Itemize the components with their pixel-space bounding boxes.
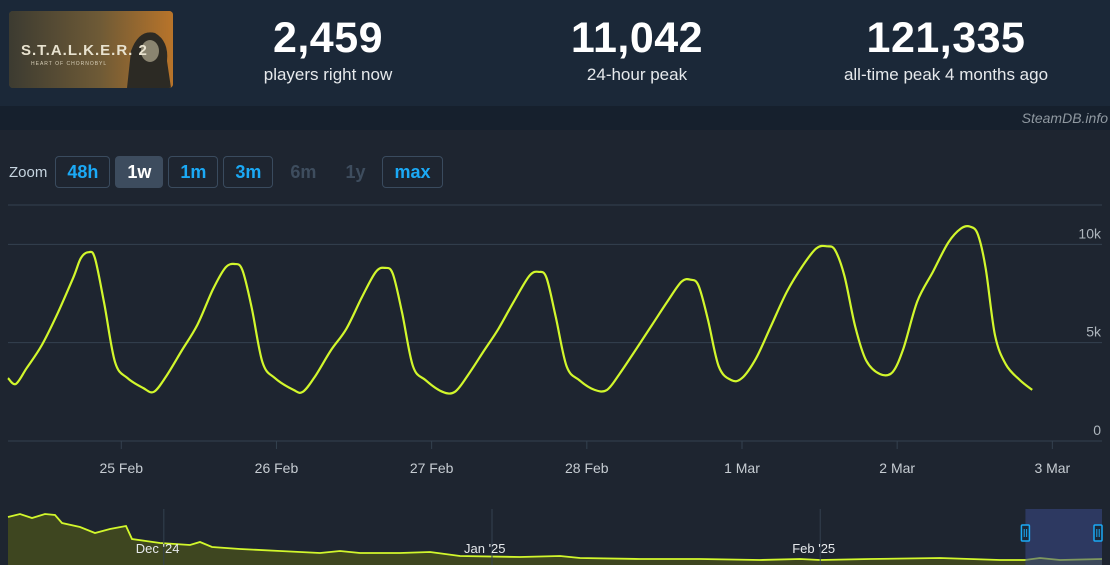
- peak-24h-stat: 11,042 24-hour peak: [487, 14, 787, 86]
- navigator-label: Feb '25: [792, 541, 835, 556]
- peak-24h-value: 11,042: [570, 14, 704, 62]
- navigator-labels: Dec '24 Jan '25 Feb '25: [136, 509, 835, 565]
- chart-panel: [0, 130, 1110, 565]
- zoom-controls: Zoom 48h 1w 1m 3m 6m 1y max: [9, 155, 448, 189]
- x-axis-labels: 25 Feb 26 Feb 27 Feb 28 Feb 1 Mar 2 Mar 3 Mar: [99, 441, 1071, 476]
- x-tick-label: 25 Feb: [99, 460, 143, 476]
- y-tick-label: 10k: [1078, 225, 1102, 241]
- peak-24h-label: 24-hour peak: [586, 65, 688, 84]
- zoom-1w-button[interactable]: 1w: [115, 156, 164, 188]
- x-tick-label: 28 Feb: [565, 460, 609, 476]
- player-count-chart[interactable]: 0 5k 10k 25 Feb 26 Feb 27 Feb 28 Feb 1 Mar 2 Ma…: [0, 195, 1110, 485]
- zoom-48h-button[interactable]: 48h: [55, 156, 111, 188]
- zoom-1m-button[interactable]: 1m: [168, 156, 219, 188]
- x-tick-label: 2 Mar: [879, 460, 915, 476]
- game-thumbnail[interactable]: S.T.A.L.K.E.R. 2 HEART OF CHORNOBYL: [9, 11, 173, 88]
- navigator-label: Dec '24: [136, 541, 180, 556]
- zoom-label: Zoom: [9, 163, 48, 181]
- players-now-label: players right now: [263, 65, 393, 84]
- range-navigator[interactable]: Dec '24 Jan '25 Feb '25: [0, 509, 1110, 565]
- divider-band: [0, 106, 1110, 130]
- navigator-left-handle[interactable]: [1020, 524, 1031, 542]
- alltime-peak-label: all-time peak 4 months ago: [843, 65, 1049, 84]
- navigator-area: [8, 514, 1102, 565]
- navigator-selection[interactable]: [1025, 509, 1102, 565]
- game-art-icon: S.T.A.L.K.E.R. 2 HEART OF CHORNOBYL: [9, 11, 173, 88]
- y-axis-labels: 0 5k 10k: [1078, 225, 1102, 438]
- alltime-peak-value: 121,335: [866, 14, 1026, 62]
- navigator-line: [7, 513, 1103, 561]
- x-tick-label: 1 Mar: [724, 460, 760, 476]
- players-now-value: 2,459: [272, 14, 384, 62]
- chart-gridlines: [8, 204, 1102, 442]
- y-tick-label: 0: [1093, 422, 1101, 438]
- player-count-line: [7, 225, 1033, 395]
- zoom-6m-button: 6m: [278, 156, 328, 188]
- svg-text:S.T.A.L.K.E.R. 2: S.T.A.L.K.E.R. 2: [21, 42, 148, 59]
- zoom-max-button[interactable]: max: [382, 156, 443, 188]
- navigator-right-handle[interactable]: [1093, 524, 1103, 542]
- alltime-peak-stat: 121,335 all-time peak 4 months ago: [796, 14, 1096, 86]
- y-tick-label: 5k: [1086, 324, 1102, 340]
- svg-text:HEART OF CHORNOBYL: HEART OF CHORNOBYL: [31, 61, 107, 67]
- x-tick-label: 3 Mar: [1034, 460, 1070, 476]
- players-now-stat: 2,459 players right now: [178, 14, 478, 86]
- zoom-3m-button[interactable]: 3m: [223, 156, 274, 188]
- zoom-1y-button: 1y: [333, 156, 377, 188]
- x-tick-label: 26 Feb: [255, 460, 299, 476]
- navigator-label: Jan '25: [464, 541, 506, 556]
- x-tick-label: 27 Feb: [410, 460, 454, 476]
- steamdb-watermark[interactable]: SteamDB.info: [1021, 110, 1108, 126]
- stats-header: S.T.A.L.K.E.R. 2 HEART OF CHORNOBYL 2,45…: [0, 0, 1110, 106]
